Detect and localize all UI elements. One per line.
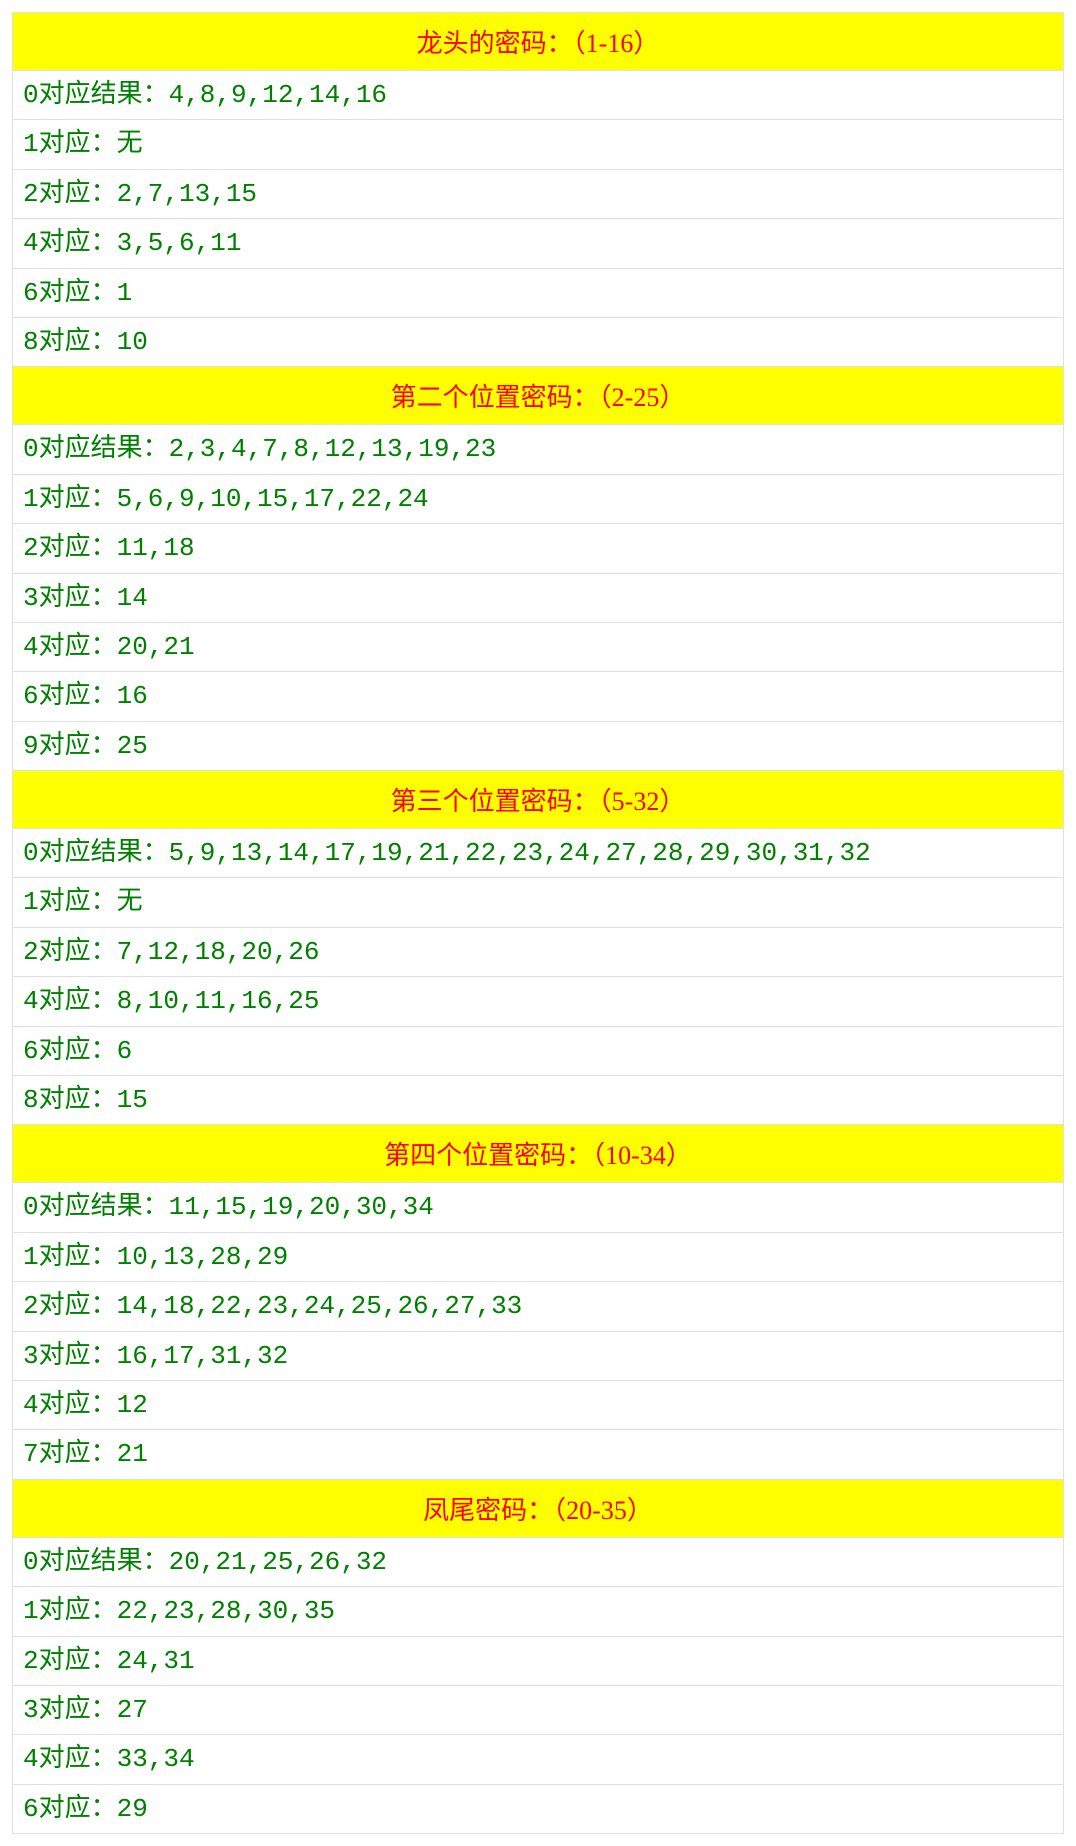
data-row: 2对应：7,12,18,20,26	[12, 928, 1064, 977]
data-row: 3对应：27	[12, 1686, 1064, 1735]
section-header: 第三个位置密码：（5-32）	[12, 771, 1064, 829]
code-table-container: 龙头的密码：（1-16）0对应结果：4,8,9,12,14,161对应：无2对应…	[12, 12, 1064, 1834]
section-3: 第四个位置密码：（10-34） 0对应结果：11,15,19,20,30,341对…	[12, 1125, 1064, 1479]
section-header: 第二个位置密码：（2-25）	[12, 367, 1064, 425]
data-row: 1对应：无	[12, 878, 1064, 927]
data-row: 4对应：3,5,6,11	[12, 219, 1064, 268]
data-row: 4对应：33,34	[12, 1735, 1064, 1784]
data-row: 0对应结果：5,9,13,14,17,19,21,22,23,24,27,28,…	[12, 829, 1064, 878]
data-row: 9对应：25	[12, 722, 1064, 771]
section-header: 龙头的密码：（1-16）	[12, 12, 1064, 71]
section-title: 凤尾密码：（20-35）	[423, 1496, 653, 1525]
section-header: 凤尾密码：（20-35）	[12, 1480, 1064, 1538]
data-row: 2对应：11,18	[12, 524, 1064, 573]
section-header: 第四个位置密码：（10-34）	[12, 1125, 1064, 1183]
data-row: 3对应：14	[12, 574, 1064, 623]
data-row: 4对应：20,21	[12, 623, 1064, 672]
data-row: 6对应：6	[12, 1027, 1064, 1076]
section-4: 凤尾密码：（20-35） 0对应结果：20,21,25,26,321对应：22,2…	[12, 1480, 1064, 1834]
data-row: 6对应：29	[12, 1785, 1064, 1834]
data-row: 8对应：15	[12, 1076, 1064, 1125]
data-row: 8对应：10	[12, 318, 1064, 367]
data-row: 7对应：21	[12, 1430, 1064, 1479]
data-row: 0对应结果：20,21,25,26,32	[12, 1538, 1064, 1587]
data-row: 1对应：无	[12, 120, 1064, 169]
section-title: 龙头的密码：（1-16）	[417, 29, 660, 58]
section-title: 第三个位置密码：（5-32）	[391, 787, 686, 816]
data-row: 2对应：24,31	[12, 1637, 1064, 1686]
data-row: 2对应：2,7,13,15	[12, 170, 1064, 219]
data-row: 1对应：22,23,28,30,35	[12, 1587, 1064, 1636]
data-row: 0对应结果：4,8,9,12,14,16	[12, 71, 1064, 120]
data-row: 3对应：16,17,31,32	[12, 1332, 1064, 1381]
data-row: 6对应：1	[12, 269, 1064, 318]
data-row: 4对应：12	[12, 1381, 1064, 1430]
section-2: 第三个位置密码：（5-32） 0对应结果：5,9,13,14,17,19,21,2…	[12, 771, 1064, 1125]
data-row: 0对应结果：2,3,4,7,8,12,13,19,23	[12, 425, 1064, 474]
data-row: 1对应：10,13,28,29	[12, 1233, 1064, 1282]
data-row: 0对应结果：11,15,19,20,30,34	[12, 1183, 1064, 1232]
section-title: 第二个位置密码：（2-25）	[391, 383, 686, 412]
data-row: 1对应：5,6,9,10,15,17,22,24	[12, 475, 1064, 524]
section-0: 龙头的密码：（1-16） 0对应结果：4,8,9,12,14,161对应：无2对应…	[12, 12, 1064, 367]
section-1: 第二个位置密码：（2-25） 0对应结果：2,3,4,7,8,12,13,19,2…	[12, 367, 1064, 771]
section-title: 第四个位置密码：（10-34）	[384, 1141, 692, 1170]
data-row: 2对应：14,18,22,23,24,25,26,27,33	[12, 1282, 1064, 1331]
data-row: 6对应：16	[12, 672, 1064, 721]
data-row: 4对应：8,10,11,16,25	[12, 977, 1064, 1026]
